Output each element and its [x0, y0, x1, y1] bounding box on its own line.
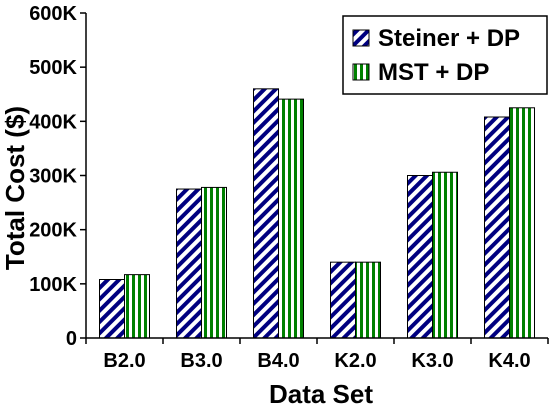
y-tick-label: 0: [66, 328, 77, 350]
bar-steiner-dp-b4-0: [253, 88, 279, 339]
x-axis-title: Data Set: [269, 379, 373, 409]
bar-mst-dp-b3-0: [201, 186, 227, 339]
y-tick-label: 600K: [29, 3, 77, 25]
x-tick-label: K4.0: [488, 350, 530, 372]
plot-area: 0 100K 200K 300K 400K 500K 600K B2.0 B3.0 B4.0 K2.…: [29, 3, 549, 372]
x-tick-label: B2.0: [103, 350, 145, 372]
x-tick-label: K2.0: [334, 350, 376, 372]
bar-steiner-dp-k2-0: [330, 261, 356, 339]
legend-swatch-mst-dp: [352, 63, 370, 81]
bar-mst-dp-k2-0: [355, 261, 381, 339]
y-tick-label: 400K: [29, 111, 77, 133]
x-tick-label: B3.0: [180, 350, 222, 372]
legend: Steiner + DP MST + DP: [342, 15, 548, 95]
bar-steiner-dp-b2-0: [99, 279, 125, 339]
y-tick-label: 200K: [29, 220, 77, 242]
y-axis-title: Total Cost ($): [0, 106, 30, 270]
bar-mst-dp-b4-0: [278, 98, 304, 339]
legend-swatch-steiner-dp: [352, 29, 370, 47]
bar-mst-dp-k3-0: [432, 171, 458, 339]
y-tick-label: 300K: [29, 166, 77, 188]
legend-label-mst-dp: MST + DP: [378, 59, 489, 86]
bar-steiner-dp-k3-0: [407, 175, 433, 339]
bar-mst-dp-b2-0: [124, 274, 150, 339]
y-tick-label: 500K: [29, 57, 77, 79]
x-tick-label: K3.0: [411, 350, 453, 372]
legend-box: [342, 15, 548, 95]
y-tick-label: 100K: [29, 274, 77, 296]
x-tick-label: B4.0: [257, 350, 299, 372]
bar-steiner-dp-b3-0: [176, 188, 202, 339]
legend-label-steiner-dp: Steiner + DP: [378, 25, 520, 52]
bar-steiner-dp-k4-0: [484, 116, 510, 339]
bar-mst-dp-k4-0: [509, 107, 535, 339]
